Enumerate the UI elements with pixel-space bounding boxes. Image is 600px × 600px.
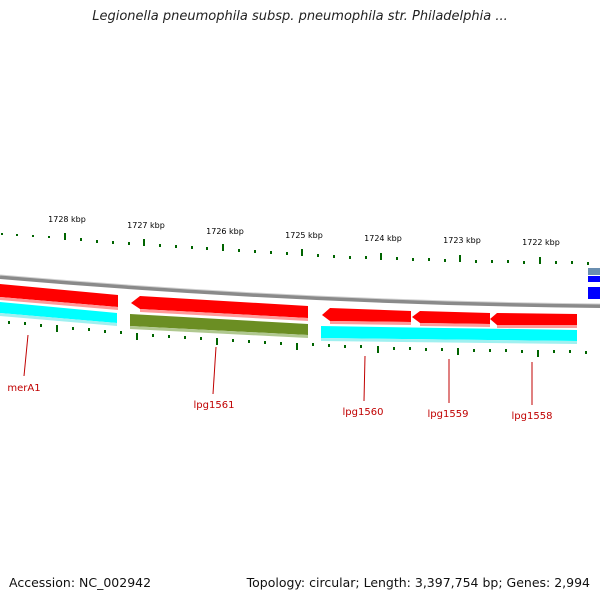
map-title: Legionella pneumophila subsp. pneumophil… (92, 9, 508, 24)
scale-label: 1723 kbp (443, 236, 481, 245)
scale-label: 1725 kbp (285, 231, 323, 240)
gene-labels: merA1 lpg1561 lpg1560 lpg1559 lpg1558 (7, 383, 552, 422)
genome-summary-text: Topology: circular; Length: 3,397,754 bp… (246, 575, 590, 590)
gene-label-lpg1561[interactable]: lpg1561 (194, 400, 235, 411)
scale-label: 1728 kbp (48, 215, 86, 224)
scale-label: 1722 kbp (522, 238, 560, 247)
gene-label-lpg1560[interactable]: lpg1560 (343, 407, 384, 418)
gene-lpg1561-strand[interactable] (131, 296, 308, 318)
blue-feature-marker (588, 276, 600, 282)
gene-label-lpg1559[interactable]: lpg1559 (428, 409, 469, 420)
gene-merA1[interactable] (0, 284, 118, 307)
gene-lpg1560[interactable] (322, 308, 411, 322)
scale-label: 1727 kbp (127, 221, 165, 230)
label-leaders (23, 334, 533, 405)
cyan-strand-band (0, 302, 117, 323)
gene-label-lpg1558[interactable]: lpg1558 (512, 411, 553, 422)
outer-ticks (1, 233, 589, 265)
scale-label: 1726 kbp (206, 227, 244, 236)
gene-lpg1559[interactable] (412, 311, 490, 324)
gene-lpg1558[interactable] (490, 313, 577, 325)
gene-label-merA1[interactable]: merA1 (7, 383, 40, 394)
accession-text: Accession: NC_002942 (9, 575, 152, 590)
blue-feature-marker (588, 287, 600, 299)
inner-ticks (8, 321, 587, 357)
scale-labels: 1728 kbp 1727 kbp 1726 kbp 1725 kbp 1724… (48, 215, 560, 247)
gene-lpg1561[interactable] (130, 314, 308, 335)
scale-label: 1724 kbp (364, 234, 402, 243)
genome-backbone (0, 275, 600, 308)
cyan-strand-band (321, 326, 577, 341)
blue-feature-marker (588, 268, 600, 275)
